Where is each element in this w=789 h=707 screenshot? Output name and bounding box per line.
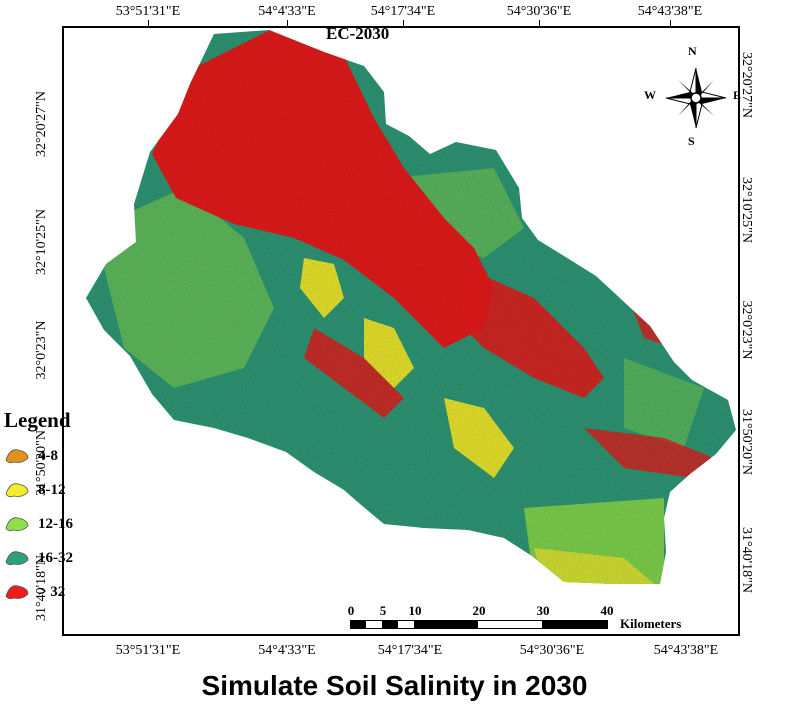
map-title: EC-2030: [326, 24, 390, 43]
legend-label: 4-8: [38, 447, 58, 464]
scale-tick-label: 10: [408, 603, 422, 618]
scale-tick-label: 30: [536, 603, 550, 618]
latitude-tick-right: 32°20'27"N: [739, 52, 754, 118]
tick-mark: [670, 20, 671, 26]
legend-item-over-32: > 32: [4, 575, 73, 609]
scale-tick-label: 20: [472, 603, 486, 618]
compass-east-label: E: [733, 88, 742, 102]
longitude-tick-top: 54°17'34"E: [370, 4, 436, 19]
legend-swatch-over-32: [5, 585, 29, 600]
latitude-tick-right: 32°0'23"N: [739, 300, 754, 360]
latitude-tick-right: 31°50'20"N: [739, 409, 754, 475]
longitude-tick-top: 54°4'33"E: [258, 4, 316, 19]
scale-unit: Kilometers: [620, 616, 682, 631]
study-area: [86, 30, 736, 584]
latitude-tick-left: 32°10'25"N: [34, 209, 49, 275]
longitude-tick-bottom: 53°51'31"E: [115, 643, 181, 658]
map-frame: [62, 26, 740, 636]
scale-tick-label: 5: [379, 603, 387, 618]
texture-overlay: [86, 30, 736, 584]
scale-tick-label: 40: [600, 603, 614, 618]
longitude-tick-top: 54°30'36"E: [506, 4, 572, 19]
scale-bar: [350, 620, 608, 629]
compass-west-label: W: [644, 88, 656, 102]
longitude-tick-top: 54°43'38"E: [637, 4, 703, 19]
legend: Legend 4-8 8-12 12-16 16-32 > 32: [4, 408, 73, 609]
longitude-tick-bottom: 54°17'34"E: [377, 643, 443, 658]
longitude-tick-bottom: 54°4'33"E: [258, 643, 316, 658]
legend-label: > 32: [38, 583, 66, 600]
legend-swatch-8-12: [5, 483, 29, 498]
tick-mark: [148, 20, 149, 26]
latitude-tick-right: 31°40'18"N: [739, 527, 754, 593]
tick-mark: [287, 20, 288, 26]
legend-label: 8-12: [38, 481, 66, 498]
legend-item-8-12: 8-12: [4, 473, 73, 507]
compass-south-label: S: [688, 134, 695, 148]
legend-label: 12-16: [38, 515, 73, 532]
scale-tick-label: 0: [347, 603, 355, 618]
latitude-tick-left: 32°20'27"N: [34, 91, 49, 157]
legend-swatch-12-16: [5, 517, 29, 532]
north-arrow-icon: [665, 67, 727, 129]
legend-swatch-4-8: [5, 449, 29, 464]
longitude-tick-bottom: 54°30'36"E: [519, 643, 585, 658]
legend-title: Legend: [4, 408, 71, 432]
legend-item-16-32: 16-32: [4, 541, 73, 575]
tick-mark: [403, 20, 404, 26]
legend-item-4-8: 4-8: [4, 439, 73, 473]
figure-caption: Simulate Soil Salinity in 2030: [201, 670, 588, 701]
legend-swatch-16-32: [5, 551, 29, 566]
compass-north-label: N: [688, 44, 697, 58]
latitude-tick-right: 32°10'25"N: [739, 177, 754, 243]
legend-item-12-16: 12-16: [4, 507, 73, 541]
latitude-tick-left: 32°0'23"N: [34, 320, 49, 380]
salinity-map: [86, 30, 736, 584]
tick-mark: [539, 20, 540, 26]
longitude-tick-top: 53°51'31"E: [115, 4, 181, 19]
legend-label: 16-32: [38, 549, 73, 566]
longitude-tick-bottom: 54°43'38"E: [653, 643, 719, 658]
